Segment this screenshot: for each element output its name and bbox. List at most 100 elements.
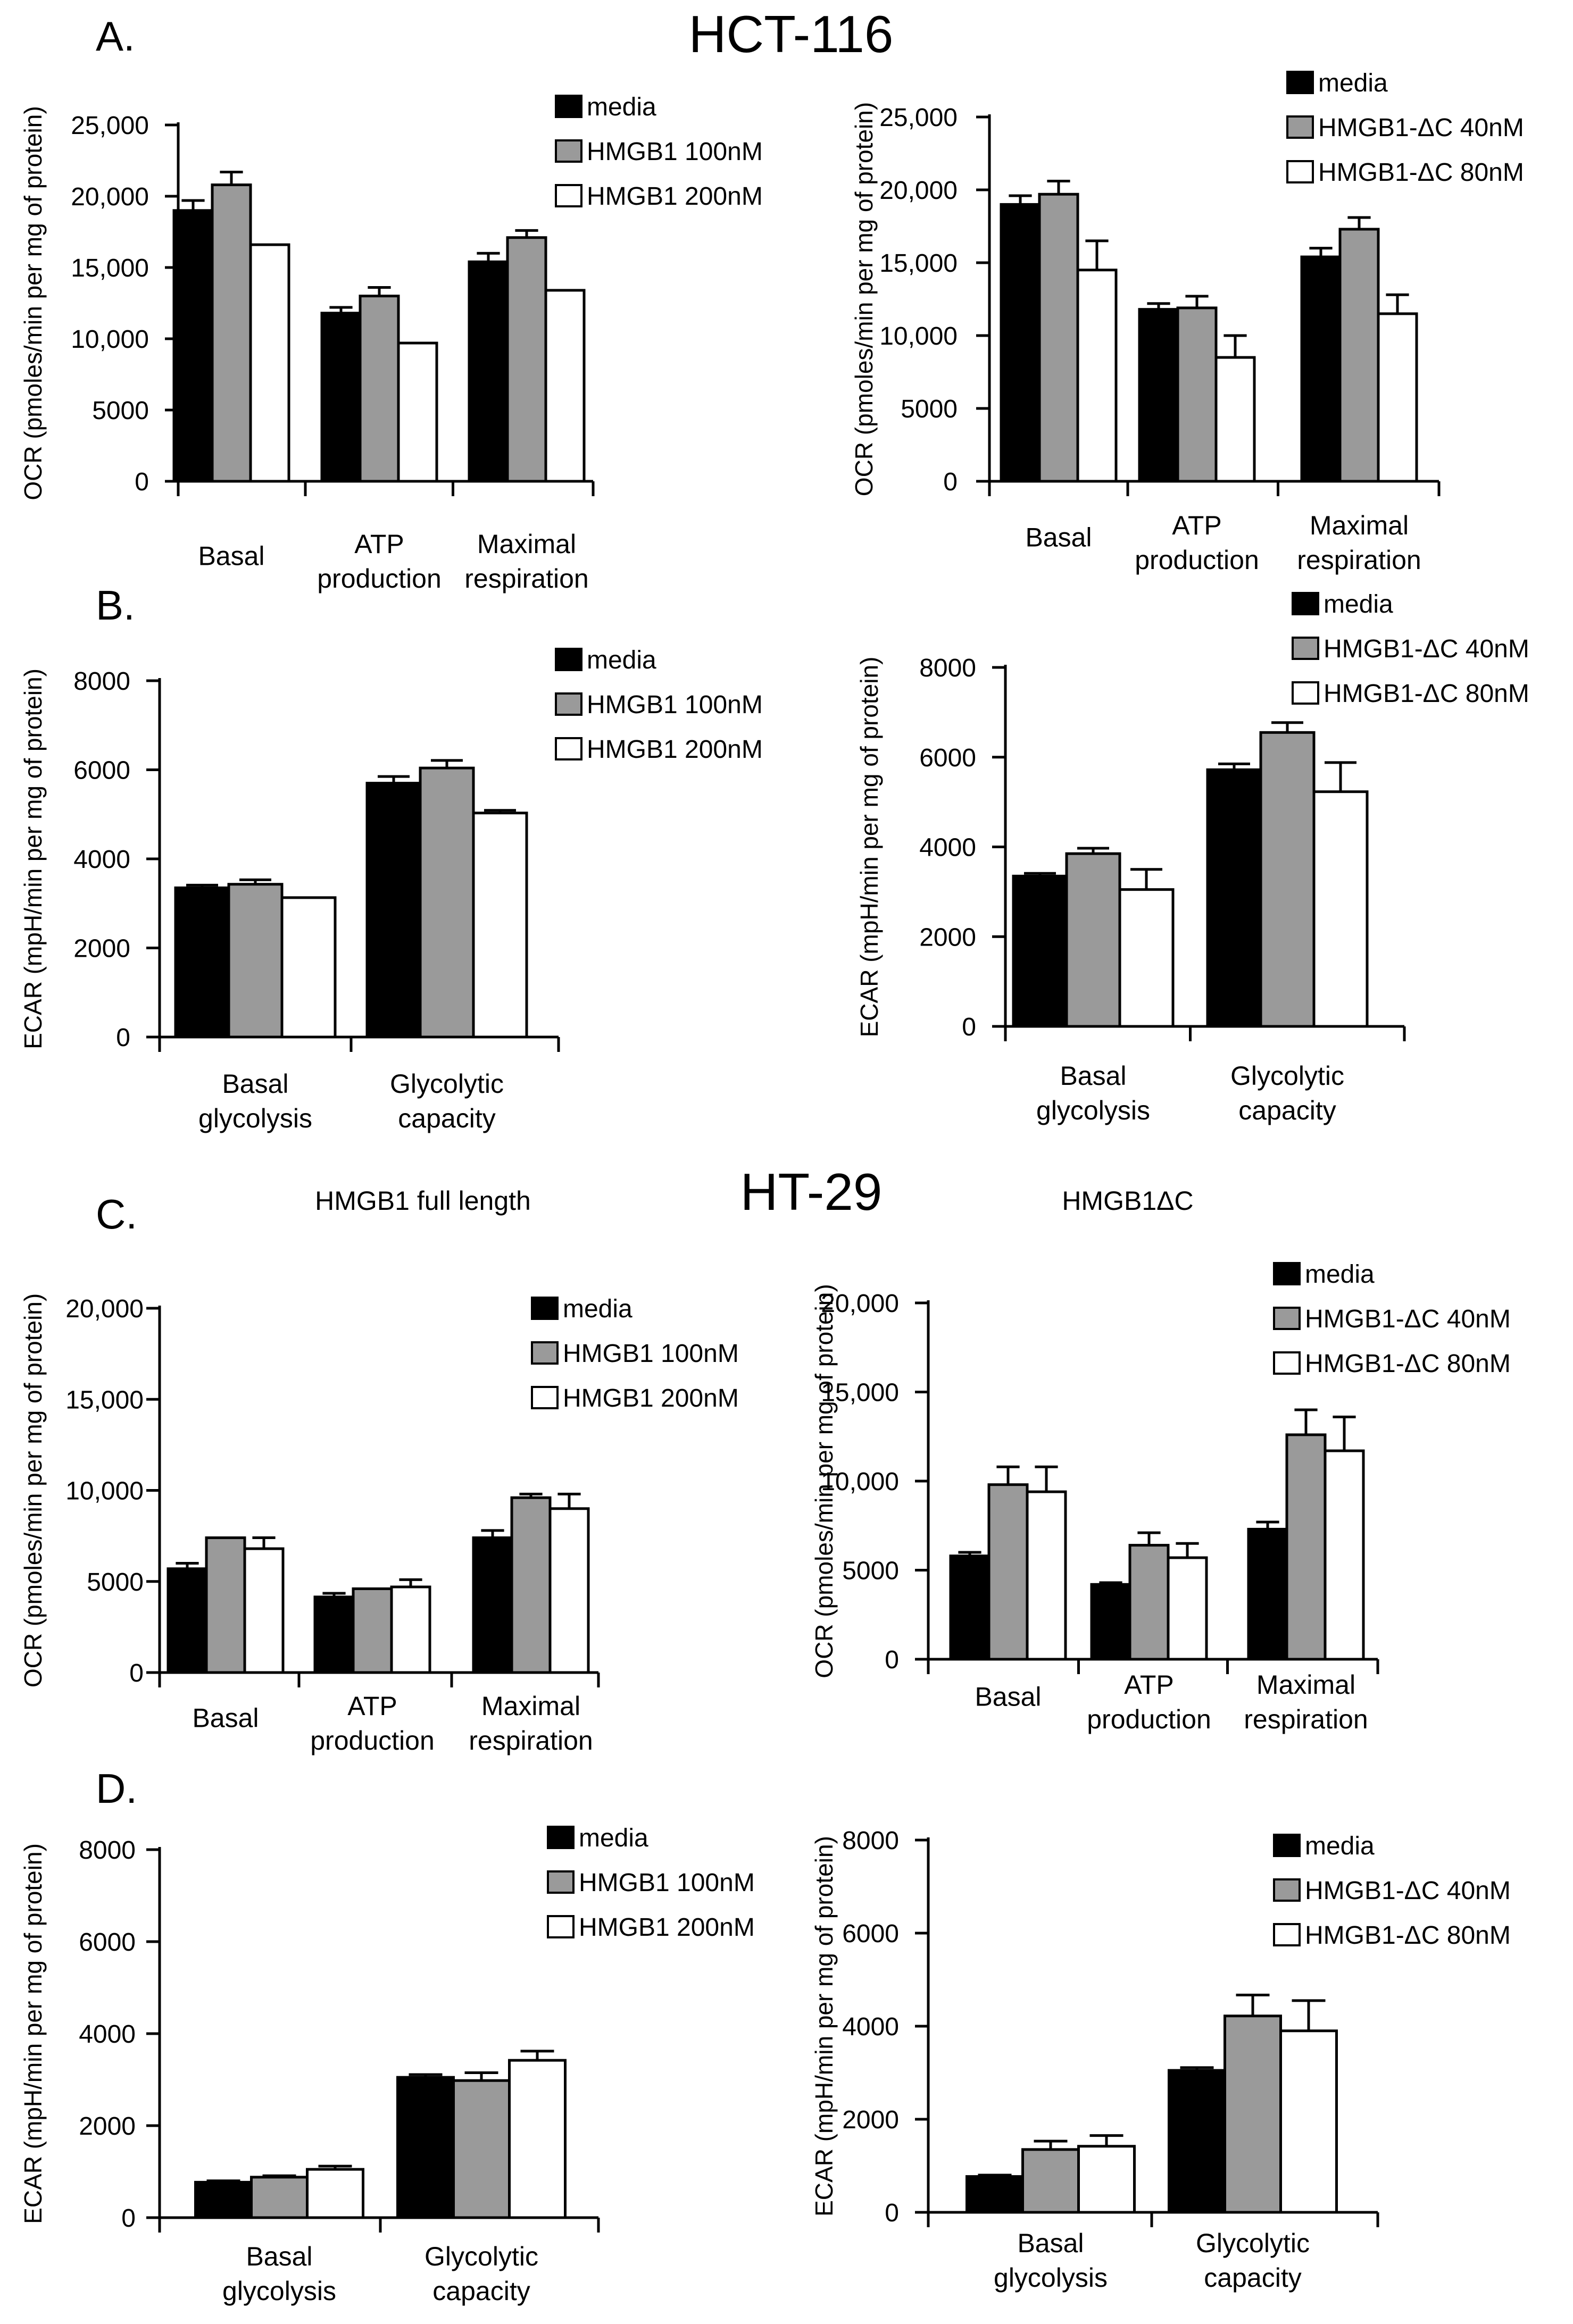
chart-d-left: 0 2000 4000 6000 8000 Basal glycolysis Glycolyt… <box>19 1824 755 2306</box>
legend-swatch <box>555 648 582 671</box>
category-label: glycolysis <box>222 2276 336 2306</box>
y-axis-label: OCR (pmoles/min per mg of protein) <box>19 1293 47 1687</box>
y-tick-label: 8000 <box>842 1827 899 1855</box>
category-label: production <box>317 564 442 593</box>
legend-swatch <box>531 1386 559 1409</box>
category-label: Basal <box>1060 1061 1126 1091</box>
bar-1-2 <box>1167 1556 1208 1661</box>
category-label: Maximal <box>1256 1670 1355 1700</box>
y-tick-label: 0 <box>962 1013 976 1041</box>
bar-2-0 <box>1300 255 1342 483</box>
legend-swatch <box>1292 681 1319 705</box>
bar-0-2 <box>1077 2145 1136 2214</box>
bar-1-0 <box>1090 1583 1131 1661</box>
bar-0-1 <box>1021 2148 1080 2214</box>
legend-swatch <box>1273 1878 1301 1902</box>
legend-swatch <box>547 1870 575 1894</box>
y-tick-label: 15,000 <box>821 1379 899 1407</box>
bar-2-0 <box>1247 1527 1288 1661</box>
legend-label: HMGB1 100nM <box>563 1340 739 1368</box>
cell-line-title-ht29: HT-29 <box>740 1163 883 1221</box>
category-label: ATP <box>1172 511 1222 540</box>
category-label: Basal <box>975 1682 1041 1712</box>
legend-label: media <box>579 1824 648 1852</box>
panel-label-b: B. <box>96 582 135 629</box>
legend-label: HMGB1-ΔC 40nM <box>1305 1305 1511 1333</box>
y-tick-label: 6000 <box>842 1920 899 1948</box>
y-tick-label: 20,000 <box>71 183 149 211</box>
legend-label: HMGB1 100nM <box>579 1869 755 1897</box>
y-tick-label: 10,000 <box>879 322 958 350</box>
bar-2-1 <box>506 236 547 483</box>
bar-1-0 <box>1168 2069 1226 2214</box>
category-label: ATP <box>354 529 404 559</box>
bar-1-2 <box>1312 790 1369 1028</box>
y-axis-label: OCR (pmoles/min per mg of protein) <box>19 106 47 500</box>
bar-0-1 <box>987 1483 1029 1661</box>
legend-label: HMGB1-ΔC 40nM <box>1324 635 1529 663</box>
legend-label: media <box>1324 590 1393 618</box>
bar-0-2 <box>280 896 337 1039</box>
legend-label: HMGB1-ΔC 40nM <box>1318 114 1524 142</box>
category-label: production <box>1135 545 1259 575</box>
y-tick-label: 0 <box>885 1646 899 1674</box>
y-tick-label: 5000 <box>92 397 149 425</box>
y-axis-label: ECAR (mpH/min per mg of protein) <box>855 657 883 1038</box>
bar-0-2 <box>1076 269 1118 483</box>
legend-label: HMGB1-ΔC 80nM <box>1305 1350 1511 1378</box>
panel-label-c: C. <box>96 1191 137 1238</box>
bar-0-0 <box>1012 874 1068 1028</box>
legend-label: HMGB1 200nM <box>587 182 763 211</box>
legend-swatch <box>1273 1262 1301 1285</box>
y-tick-label: 4000 <box>79 2020 136 2049</box>
bar-2-1 <box>1338 228 1380 483</box>
bar-0-2 <box>1118 888 1175 1028</box>
bar-0-0 <box>167 1567 208 1674</box>
category-label: Maximal <box>1310 511 1409 540</box>
bar-0-1 <box>205 1536 246 1674</box>
y-tick-label: 5000 <box>842 1557 899 1585</box>
y-tick-label: 25,000 <box>879 104 958 132</box>
bar-1-1 <box>452 2079 511 2219</box>
bar-0-1 <box>250 2176 309 2219</box>
chart-b-left: 0 2000 4000 6000 8000 Basal glycolysis Glycolyt… <box>19 646 763 1133</box>
bar-2-2 <box>548 1507 590 1674</box>
bar-0-0 <box>966 2175 1024 2214</box>
category-label: capacity <box>398 1104 495 1133</box>
legend-label: HMGB1-ΔC 80nM <box>1324 680 1529 708</box>
y-tick-label: 8000 <box>919 654 976 682</box>
y-tick-label: 4000 <box>73 846 130 874</box>
y-tick-label: 5000 <box>87 1568 144 1596</box>
category-label: Glycolytic <box>1196 2228 1310 2258</box>
legend-swatch <box>547 1915 575 1938</box>
bar-2-0 <box>472 1536 513 1674</box>
legend-swatch <box>1273 1307 1301 1330</box>
legend-swatch <box>1286 115 1314 139</box>
y-tick-label: 8000 <box>73 667 130 696</box>
legend-swatch <box>1292 592 1319 615</box>
bar-0-2 <box>249 243 290 483</box>
bar-1-0 <box>313 1595 355 1674</box>
legend-swatch <box>1273 1351 1301 1375</box>
legend-swatch <box>555 692 582 716</box>
category-label: Glycolytic <box>390 1069 504 1099</box>
bar-1-1 <box>1259 731 1316 1028</box>
y-tick-label: 15,000 <box>879 249 958 278</box>
category-label: ATP <box>1124 1670 1174 1700</box>
legend-swatch <box>555 737 582 760</box>
y-tick-label: 0 <box>885 2199 899 2227</box>
bar-1-1 <box>1176 306 1218 483</box>
category-label: Basal <box>1025 523 1092 553</box>
category-label: glycolysis <box>1036 1096 1150 1125</box>
chart-a-left: 0 5000 10,000 15,000 20,000 25,000 Basal ATP pro… <box>19 93 763 593</box>
y-tick-label: 20,000 <box>821 1290 899 1318</box>
legend-label: HMGB1 100nM <box>587 138 763 166</box>
y-tick-label: 2000 <box>79 2112 136 2141</box>
y-tick-label: 4000 <box>842 2013 899 2041</box>
y-tick-label: 10,000 <box>65 1477 144 1506</box>
y-tick-label: 25,000 <box>71 112 149 140</box>
y-axis-label: ECAR (mpH/min per mg of protein) <box>810 1836 838 2217</box>
legend-label: media <box>587 646 656 674</box>
y-axis-label: OCR (pmoles/min per mg of protein) <box>850 102 878 496</box>
legend-swatch <box>1273 1923 1301 1946</box>
